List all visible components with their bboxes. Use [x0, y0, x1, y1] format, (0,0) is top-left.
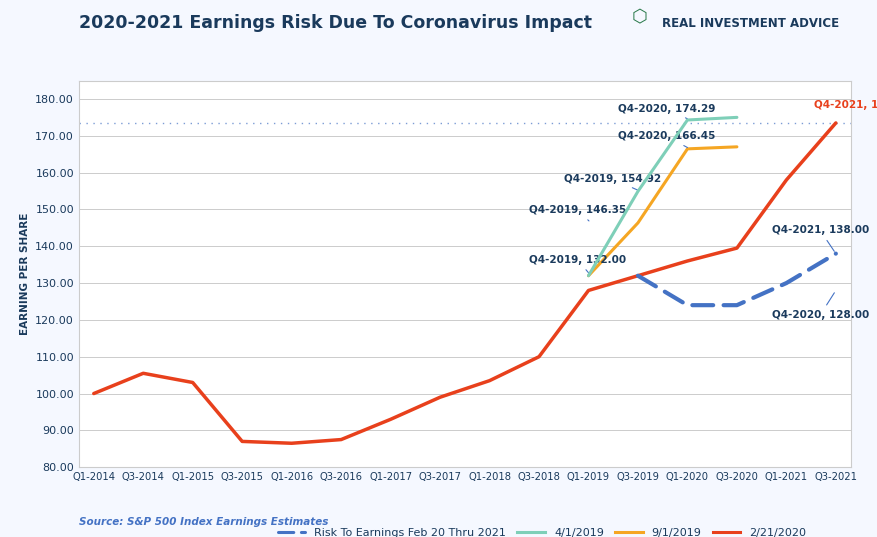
Legend: Risk To Earnings Feb 20 Thru 2021, 4/1/2019, 9/1/2019, 2/21/2020: Risk To Earnings Feb 20 Thru 2021, 4/1/2… — [274, 524, 810, 537]
Text: Q4-2021, 138.00: Q4-2021, 138.00 — [772, 226, 869, 251]
Text: Q4-2019, 154.92: Q4-2019, 154.92 — [564, 174, 661, 190]
Text: Q4-2020, 128.00: Q4-2020, 128.00 — [772, 293, 869, 320]
Text: REAL INVESTMENT ADVICE: REAL INVESTMENT ADVICE — [662, 17, 839, 30]
Text: 2020-2021 Earnings Risk Due To Coronavirus Impact: 2020-2021 Earnings Risk Due To Coronavir… — [79, 14, 592, 32]
Y-axis label: EARNING PER SHARE: EARNING PER SHARE — [20, 213, 30, 335]
Text: ⬡: ⬡ — [631, 9, 647, 27]
Text: Q4-2020, 166.45: Q4-2020, 166.45 — [618, 132, 716, 148]
Text: Source: S&P 500 Index Earnings Estimates: Source: S&P 500 Index Earnings Estimates — [79, 517, 328, 527]
Text: Q4-2019, 132.00: Q4-2019, 132.00 — [529, 255, 626, 273]
Text: Q4-2021, 173.49: Q4-2021, 173.49 — [814, 100, 877, 110]
Text: Q4-2020, 174.29: Q4-2020, 174.29 — [618, 104, 716, 119]
Text: Q4-2019, 146.35: Q4-2019, 146.35 — [529, 205, 626, 221]
